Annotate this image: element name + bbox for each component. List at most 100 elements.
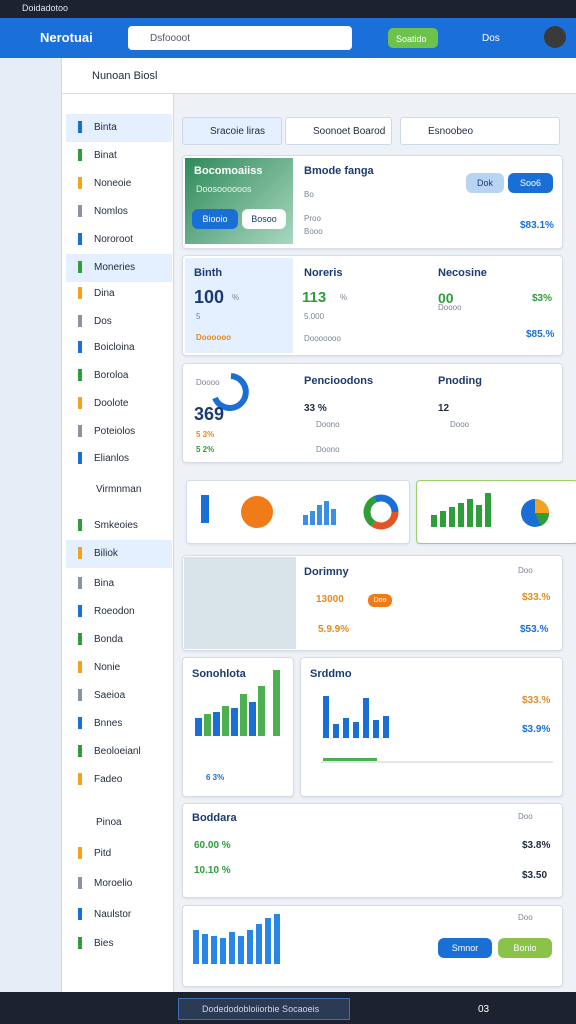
search-box[interactable] [128,26,352,50]
text: 6 3% [206,773,225,782]
nav-item[interactable] [66,114,172,142]
nav-item[interactable] [66,540,172,568]
mini-charts [431,493,550,527]
search-text[interactable]: Dsfoooot [150,33,191,44]
text: Doono [316,420,340,429]
nav-label[interactable]: Dos [94,316,112,327]
nav-group[interactable]: Pinoa [96,817,122,828]
taskbar-search[interactable] [178,998,350,1020]
value: 5.9.9% [318,624,350,635]
nav-label[interactable]: Beoloeianl [94,746,141,757]
card-title: Boddara [192,812,237,824]
button[interactable]: Dok [466,173,504,193]
banner-card [182,155,563,249]
nav-icon [78,773,82,785]
banner-sub: Doosoooooos [196,184,252,194]
bar-chart-graphic [321,696,553,763]
header-button-text[interactable]: Soatido [396,34,427,44]
nav-icon [78,369,82,381]
value: 33 % [304,403,327,414]
tab[interactable] [285,117,392,145]
avatar[interactable] [544,26,566,48]
nav-label[interactable]: Moneries [94,262,136,273]
tab[interactable] [182,117,282,145]
summary-card [182,803,563,898]
nav-label[interactable]: Binta [94,122,117,133]
nav-label[interactable]: Nomlos [94,206,128,217]
stats-card [182,255,563,356]
nav-label[interactable]: Poteiolos [94,426,136,437]
app-name: Nerotuai [40,30,93,45]
value: $3% [532,293,553,304]
app-header [0,18,576,58]
nav-label[interactable]: Dina [94,288,115,299]
user-name[interactable]: Dos [482,33,500,44]
unit: % [340,293,348,302]
text: 5 3% [196,430,215,439]
unit: % [232,293,240,302]
text: Doooo [438,303,462,312]
banner-image [185,158,293,244]
text: Doooooo [196,333,232,342]
value: 10.10 % [194,865,231,876]
nav-label[interactable]: Moroelio [94,878,133,889]
button[interactable]: Smnor [438,938,492,958]
button[interactable]: Soo6 [508,173,553,193]
value: 00 [438,290,454,306]
value: $3.8% [522,840,551,851]
nav-label[interactable]: Pitd [94,848,112,859]
tab-label[interactable]: Esnoobeo [428,126,474,137]
value: 12 [438,403,450,414]
nav-label[interactable]: Roeodon [94,606,135,617]
button[interactable]: Bosoo [242,209,286,229]
nav-item[interactable] [66,254,172,282]
nav-icon [78,397,82,409]
nav-label[interactable]: Doolote [94,398,129,409]
value: $3.9% [522,724,551,735]
card-title: Necosine [438,267,487,279]
nav-label[interactable]: Boicloina [94,342,135,353]
nav-label[interactable]: Naulstor [94,909,132,920]
stats-highlight [185,258,293,353]
nav-group[interactable]: Virmnman [96,484,142,495]
nav-label[interactable]: Saeioa [94,690,126,701]
donut-icon [212,373,249,411]
value: $3.50 [522,870,548,881]
nav-label[interactable]: Bonda [94,634,123,645]
nav-icon [78,847,82,859]
nav-label[interactable]: Bies [94,938,114,949]
bar-chart-graphic [195,670,280,736]
nav-label[interactable]: Biliok [94,548,118,559]
nav-label[interactable]: Binat [94,150,117,161]
text: Dooo [450,420,470,429]
tab[interactable] [400,117,560,145]
nav-label[interactable]: Bina [94,578,115,589]
tab-label[interactable]: Sracoie liras [210,126,266,137]
chart-card [300,657,563,797]
nav-label[interactable]: Bnnes [94,718,123,729]
text: Booo [304,227,323,236]
nav-icon [78,205,82,217]
button[interactable]: Biooio [192,209,238,229]
nav-icon [78,633,82,645]
taskbar-search-text[interactable]: Dodedodobloiiorbie Socaoeis [202,1004,320,1014]
value: 113 [302,289,327,306]
nav-label[interactable]: Fadeo [94,774,123,785]
header-button[interactable] [388,28,438,48]
bar-chart-graphic [193,914,280,964]
clock: 03 [478,1004,490,1015]
nav-label[interactable]: Noneoie [94,178,132,189]
nav-label[interactable]: Smkeoies [94,520,138,531]
donut-card [182,363,563,463]
text: Proo [304,214,321,223]
nav-label[interactable]: Elianlos [94,453,130,464]
nav-label[interactable]: Boroloa [94,370,129,381]
title-bar [0,0,576,18]
sub-header [62,58,576,94]
nav-icon [78,261,82,273]
tab-label[interactable]: Soonoet Boarod [313,126,386,137]
button[interactable]: Bonio [498,938,552,958]
nav-label[interactable]: Nororoot [94,234,133,245]
nav-icon [78,877,82,889]
nav-label[interactable]: Nonie [94,662,121,673]
